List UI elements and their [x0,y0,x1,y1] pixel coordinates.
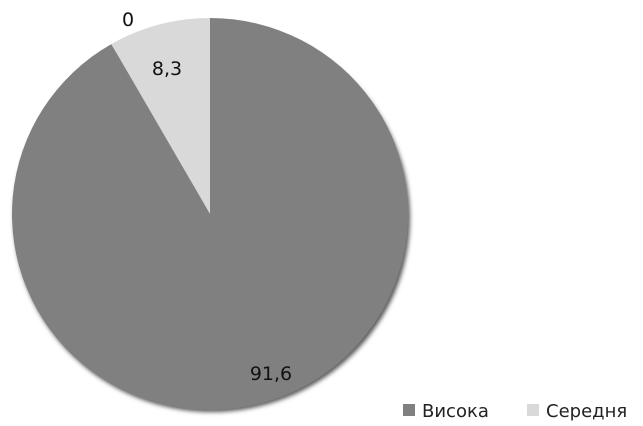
legend-label-serednia: Середня [546,401,627,422]
data-label-serednia: 8,3 [152,58,182,80]
data-label-vysoka: 91,6 [250,363,292,385]
legend-label-vysoka: Висока [422,401,489,422]
legend-swatch-serednia [527,404,539,416]
pie-group: 91,6 8,3 0 [12,9,410,412]
legend: Висока Середня [403,401,627,422]
pie-data-labels: 91,6 8,3 0 [122,9,292,385]
pie-slices [12,18,409,410]
slice-vysoka [12,18,409,410]
data-label-zero: 0 [122,9,134,31]
legend-swatch-vysoka [403,404,415,416]
slice-serednia [111,18,210,214]
